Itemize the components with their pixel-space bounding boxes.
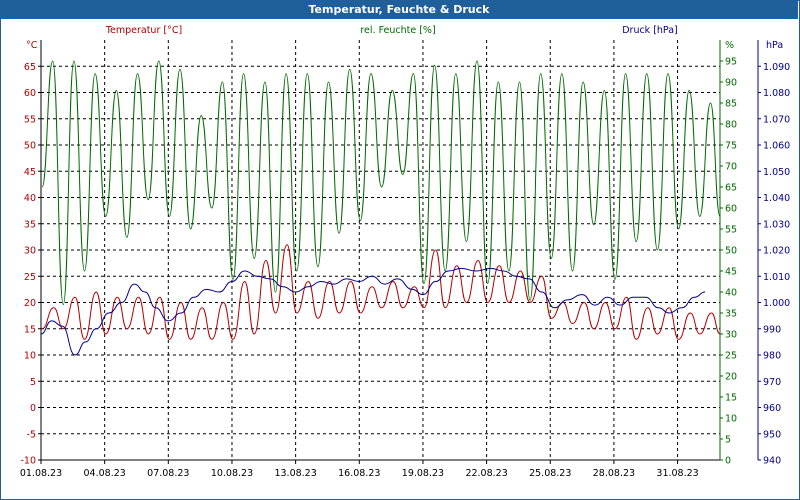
pressure-line [40, 267, 706, 356]
pressure-tick-label: 990 [763, 324, 781, 335]
pressure-tick-label: 960 [763, 403, 781, 414]
pressure-tick-label: 1.020 [763, 246, 790, 257]
series-lines [40, 60, 721, 356]
temperature-tick-label: 35 [24, 219, 36, 230]
pressure-tick-label: 1.060 [763, 141, 790, 152]
pressure-tick-label: 1.040 [763, 193, 790, 204]
pressure-tick-label: 1.050 [763, 167, 790, 178]
date-tick-label: 10.08.23 [211, 468, 253, 479]
humidity-tick-label: 55 [725, 225, 737, 236]
pressure-series-label: Druck [hPa] [622, 25, 678, 36]
humidity-tick-label: 80 [725, 120, 737, 131]
humidity-tick-label: 95 [725, 57, 737, 68]
date-tick-label: 13.08.23 [274, 468, 316, 479]
pressure-tick-label: 940 [763, 456, 781, 467]
pressure-tick-label: 1.030 [763, 219, 790, 230]
date-tick-label: 16.08.23 [338, 468, 380, 479]
temperature-axis-unit: °C [26, 40, 38, 51]
humidity-tick-label: 35 [725, 309, 737, 320]
temperature-series-label: Temperatur [°C] [105, 25, 182, 36]
temperature-tick-label: 30 [24, 246, 36, 257]
pressure-tick-label: 1.010 [763, 272, 790, 283]
pressure-axis-unit: hPa [766, 40, 783, 51]
humidity-tick-label: 10 [725, 414, 737, 425]
temperature-tick-label: 55 [24, 114, 36, 125]
humidity-series-label: rel. Feuchte [%] [360, 25, 435, 36]
humidity-tick-label: 45 [725, 267, 737, 278]
date-tick-label: 22.08.23 [465, 468, 507, 479]
humidity-tick-label: 75 [725, 141, 737, 152]
humidity-tick-label: 60 [725, 204, 737, 215]
date-tick-label: 31.08.23 [656, 468, 698, 479]
date-tick-label: 04.08.23 [84, 468, 126, 479]
humidity-tick-label: 25 [725, 351, 737, 362]
chart-title: Temperatur, Feuchte & Druck [0, 0, 798, 19]
pressure-tick-label: 1.000 [763, 298, 790, 309]
temperature-tick-label: -10 [20, 456, 36, 467]
humidity-tick-label: 15 [725, 393, 737, 404]
pressure-tick-label: 1.080 [763, 88, 790, 99]
temperature-tick-label: 10 [24, 351, 36, 362]
humidity-tick-label: 40 [725, 288, 737, 299]
pressure-tick-label: 1.070 [763, 114, 790, 125]
humidity-tick-label: 30 [725, 330, 737, 341]
temperature-tick-label: 65 [24, 62, 36, 73]
temperature-tick-label: 20 [24, 298, 36, 309]
temperature-line [41, 244, 721, 340]
date-tick-label: 19.08.23 [402, 468, 444, 479]
date-tick-label: 07.08.23 [147, 468, 189, 479]
humidity-line [41, 60, 721, 306]
humidity-tick-label: 65 [725, 183, 737, 194]
pressure-tick-label: 970 [763, 377, 781, 388]
date-tick-label: 25.08.23 [529, 468, 571, 479]
temperature-tick-label: 60 [24, 88, 36, 99]
humidity-tick-label: 50 [725, 246, 737, 257]
humidity-tick-label: 85 [725, 99, 737, 110]
date-tick-label: 28.08.23 [593, 468, 635, 479]
pressure-tick-label: 950 [763, 429, 781, 440]
temperature-tick-label: 40 [24, 193, 36, 204]
humidity-axis-unit: % [725, 40, 734, 51]
axes: -10 -5 0 5 10 15 20 25 30 35 40 45 50 55 60 65 0 5 10 15 20 2… [20, 40, 790, 479]
humidity-tick-label: 20 [725, 372, 737, 383]
temperature-tick-label: 50 [24, 141, 36, 152]
pressure-tick-label: 980 [763, 351, 781, 362]
pressure-tick-label: 1.090 [763, 62, 790, 73]
temperature-tick-label: 0 [30, 403, 36, 414]
temperature-tick-label: -5 [27, 429, 36, 440]
temperature-tick-label: 15 [24, 324, 36, 335]
humidity-tick-label: 5 [725, 435, 731, 446]
temperature-tick-label: 45 [24, 167, 36, 178]
humidity-tick-label: 90 [725, 78, 737, 89]
temperature-tick-label: 25 [24, 272, 36, 283]
humidity-tick-label: 0 [725, 456, 731, 467]
date-tick-label: 01.08.23 [20, 468, 62, 479]
humidity-tick-label: 70 [725, 162, 737, 173]
temperature-tick-label: 5 [30, 377, 36, 388]
